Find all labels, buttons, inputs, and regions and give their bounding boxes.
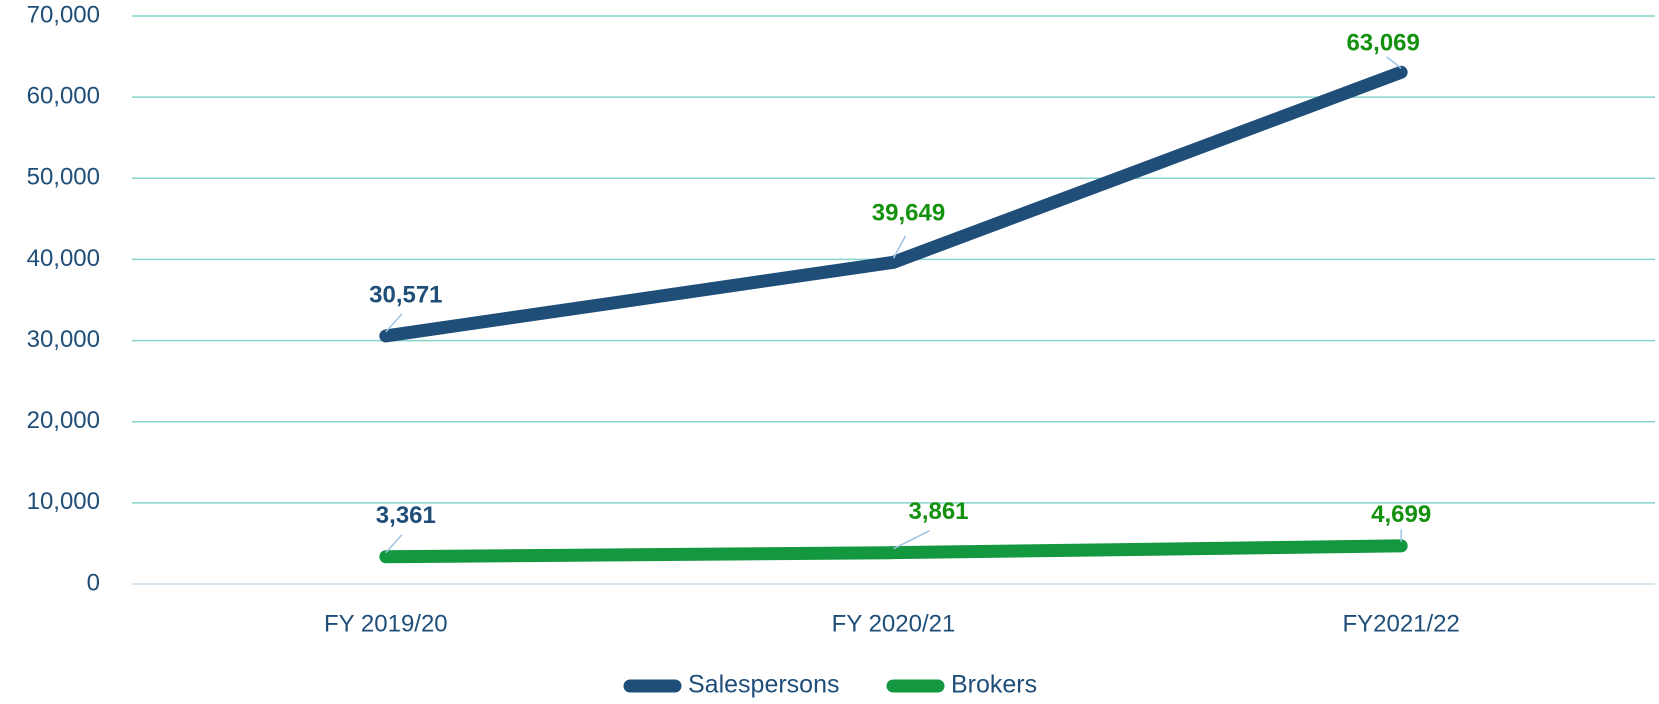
y-tick-label: 10,000 xyxy=(27,488,100,515)
line-series xyxy=(379,65,1408,343)
data-label: 3,361 xyxy=(376,502,436,529)
y-tick-label: 30,000 xyxy=(27,326,100,353)
x-tick-label: FY2021/22 xyxy=(1342,610,1459,637)
data-label: 3,861 xyxy=(908,498,968,525)
leader-line xyxy=(1386,56,1402,69)
leader-line xyxy=(385,313,403,333)
legend-label: Brokers xyxy=(951,671,1037,699)
line-series xyxy=(379,539,1408,564)
data-label: 4,699 xyxy=(1371,501,1431,528)
leader-line xyxy=(893,529,930,550)
legend-label: Salespersons xyxy=(688,671,839,699)
y-tick-label: 40,000 xyxy=(27,245,100,272)
y-tick-label: 60,000 xyxy=(27,82,100,109)
y-tick-label: 70,000 xyxy=(27,1,100,28)
leader-line xyxy=(385,534,403,554)
leader-line xyxy=(892,235,907,259)
data-label: 39,649 xyxy=(872,200,945,227)
x-tick-label: FY 2019/20 xyxy=(324,610,448,637)
y-tick-label: 20,000 xyxy=(27,407,100,434)
x-tick-label: FY 2020/21 xyxy=(832,610,956,637)
data-label: 30,571 xyxy=(369,281,442,308)
y-tick-label: 50,000 xyxy=(27,164,100,191)
y-tick-label: 0 xyxy=(87,569,100,596)
data-label: 63,069 xyxy=(1346,30,1419,57)
